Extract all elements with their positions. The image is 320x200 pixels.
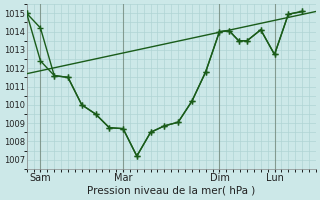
X-axis label: Pression niveau de la mer( hPa ): Pression niveau de la mer( hPa ) <box>87 186 255 196</box>
